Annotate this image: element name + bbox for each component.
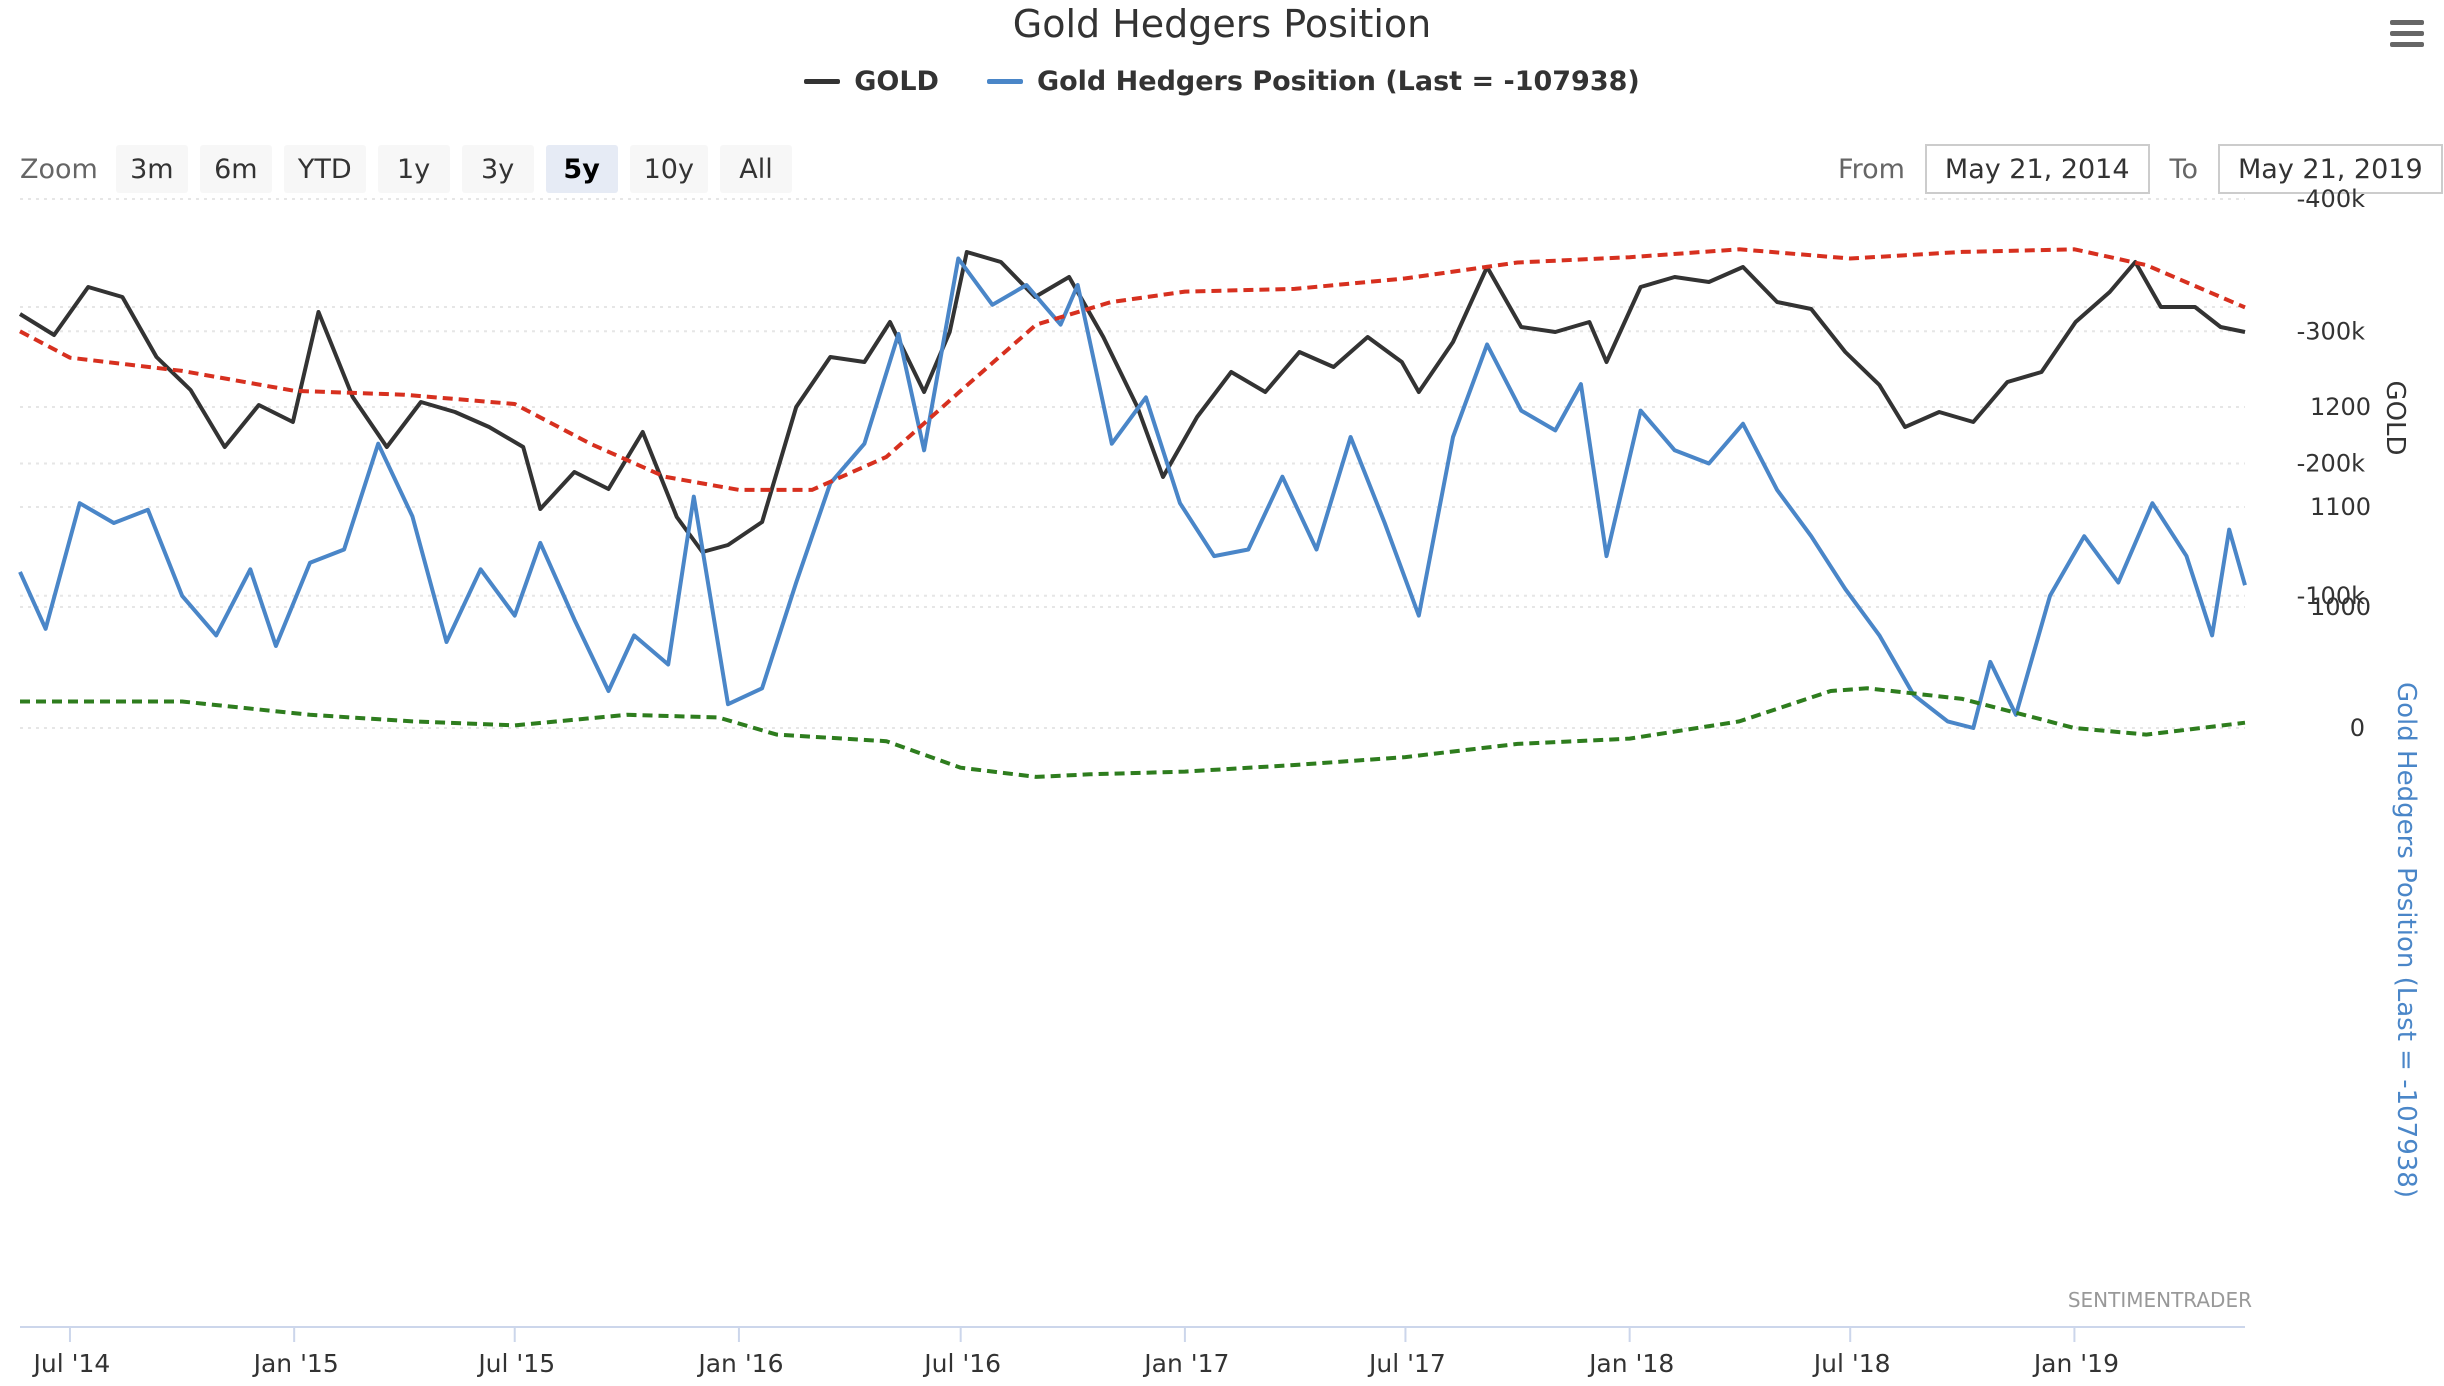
- zoom-10y-button[interactable]: 10y: [629, 145, 708, 193]
- hedgers-axis-tick: -300k: [2297, 317, 2365, 345]
- legend-label-gold: GOLD: [854, 66, 939, 97]
- series-layer: [18, 247, 2247, 779]
- zoom-1y-button[interactable]: 1y: [377, 145, 450, 193]
- gold-axis-title: GOLD: [2380, 380, 2410, 455]
- gold-axis-tick: 1200: [2310, 393, 2371, 421]
- date-range: From May 21, 2014 To May 21, 2019: [1838, 144, 2443, 194]
- zoom-6m-button[interactable]: 6m: [199, 145, 272, 193]
- x-axis-tick-label: Jul '16: [922, 1349, 1001, 1378]
- x-axis-tick-label: Jan '15: [252, 1349, 339, 1378]
- x-axis-tick-label: Jan '19: [2032, 1349, 2119, 1378]
- legend-item-gold[interactable]: GOLD: [804, 66, 939, 97]
- axes-layer: 1200110010000-100k-200k-300k-400kGOLDGol…: [20, 185, 2421, 1378]
- from-label: From: [1838, 153, 1905, 185]
- chart-credit: SENTIMENTRADER: [2068, 1288, 2252, 1312]
- hedgers-axis-tick: -200k: [2297, 450, 2365, 478]
- x-axis-tick-label: Jul '17: [1367, 1349, 1446, 1378]
- hedgers-line: [18, 256, 2247, 730]
- upper-band-line: [20, 686, 2246, 779]
- zoom-bar: Zoom 3m 6m YTD 1y 3y 5y 10y All: [20, 145, 792, 193]
- zoom-label: Zoom: [20, 153, 98, 185]
- lower-band-line: [19, 247, 2246, 492]
- zoom-3m-button[interactable]: 3m: [115, 145, 188, 193]
- zoom-all-button[interactable]: All: [719, 145, 792, 193]
- legend-label-hedgers: Gold Hedgers Position (Last = -107938): [1036, 66, 1640, 97]
- to-label: To: [2169, 153, 2198, 185]
- hedgers-axis-tick: 0: [2350, 714, 2365, 742]
- gold-axis-tick: 1000: [2310, 593, 2371, 621]
- x-axis-tick-label: Jul '18: [1812, 1349, 1891, 1378]
- legend: GOLD Gold Hedgers Position (Last = -1079…: [0, 66, 2444, 97]
- from-date-input[interactable]: May 21, 2014: [1924, 144, 2150, 194]
- zoom-3y-button[interactable]: 3y: [461, 145, 534, 193]
- zoom-ytd-button[interactable]: YTD: [283, 145, 366, 193]
- zoom-5y-button[interactable]: 5y: [545, 145, 618, 193]
- hedgers-axis-tick: -100k: [2297, 582, 2365, 610]
- gold-line: [18, 250, 2246, 554]
- legend-item-hedgers[interactable]: Gold Hedgers Position (Last = -107938): [986, 66, 1640, 97]
- x-axis-tick-label: Jan '18: [1587, 1349, 1674, 1378]
- gold-axis-tick: 1100: [2310, 493, 2371, 521]
- x-axis-tick-label: Jan '16: [696, 1349, 783, 1378]
- x-axis-tick-label: Jan '17: [1142, 1349, 1229, 1378]
- legend-swatch-gold: [804, 79, 841, 84]
- to-date-input[interactable]: May 21, 2019: [2217, 144, 2443, 194]
- grid-lines: [20, 198, 2245, 729]
- legend-swatch-hedgers: [986, 79, 1023, 84]
- hamburger-menu-icon[interactable]: [2384, 14, 2430, 54]
- chart-title: Gold Hedgers Position: [1012, 2, 1432, 46]
- hedgers-axis-title: Gold Hedgers Position (Last = -107938): [2391, 682, 2421, 1198]
- x-axis-tick-label: Jul '15: [476, 1349, 555, 1378]
- x-axis-tick-label: Jul '14: [32, 1349, 111, 1378]
